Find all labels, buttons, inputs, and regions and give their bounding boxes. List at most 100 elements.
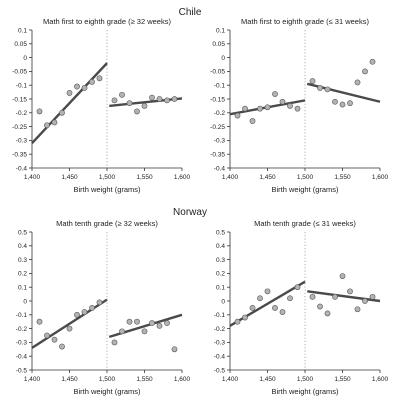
y-tick-label: -0.4 bbox=[16, 165, 28, 172]
y-tick-label: -0.2 bbox=[214, 326, 226, 333]
x-axis-label: Birth weight (grams) bbox=[271, 387, 339, 396]
y-tick-label: 0 bbox=[23, 298, 27, 305]
data-point bbox=[287, 295, 293, 302]
data-point bbox=[74, 83, 80, 90]
data-point bbox=[347, 100, 353, 107]
section-title-chile: Chile bbox=[179, 7, 202, 18]
chart-title: Math tenth grade (≥ 32 weeks) bbox=[56, 219, 158, 228]
y-tick-label: 0.5 bbox=[216, 229, 225, 236]
y-tick-label: -0.2 bbox=[214, 110, 226, 117]
y-tick-label: 0.3 bbox=[216, 257, 225, 264]
y-tick-label: 0 bbox=[221, 298, 225, 305]
y-tick-label: -0.4 bbox=[214, 354, 226, 361]
data-point bbox=[369, 293, 376, 300]
x-tick-label: 1,550 bbox=[334, 376, 351, 383]
y-tick-label: -0.4 bbox=[214, 165, 226, 172]
data-point bbox=[242, 314, 248, 321]
data-point bbox=[354, 306, 361, 313]
data-point bbox=[126, 100, 133, 107]
data-point bbox=[171, 346, 178, 353]
data-point bbox=[134, 108, 140, 115]
y-tick-label: -0.3 bbox=[16, 138, 28, 145]
panels: Math first to eighth grade (≥ 32 weeks) -… bbox=[12, 17, 388, 396]
data-point bbox=[347, 288, 353, 295]
data-point bbox=[149, 94, 155, 101]
x-tick-label: 1,550 bbox=[136, 174, 153, 181]
fit-line bbox=[229, 280, 306, 327]
data-point bbox=[119, 328, 125, 335]
data-point bbox=[234, 112, 241, 119]
data-point bbox=[272, 304, 278, 311]
y-tick-label: 0.4 bbox=[216, 243, 225, 250]
x-tick-label: 1,600 bbox=[372, 174, 389, 181]
data-point bbox=[149, 320, 155, 326]
x-tick-label: 1,400 bbox=[24, 376, 41, 383]
data-point bbox=[339, 273, 346, 280]
data-point bbox=[36, 108, 43, 115]
data-point bbox=[234, 318, 241, 325]
y-tick-label: -0.25 bbox=[210, 124, 225, 131]
data-point bbox=[317, 303, 323, 310]
y-tick-label: -0.5 bbox=[16, 367, 28, 374]
x-tick-label: 1,500 bbox=[99, 376, 116, 383]
data-point bbox=[51, 336, 58, 343]
data-point bbox=[324, 310, 331, 317]
x-tick-label: 1,450 bbox=[259, 376, 276, 383]
x-tick-label: 1,500 bbox=[99, 174, 116, 181]
data-point bbox=[66, 90, 73, 96]
y-tick-label: -0.3 bbox=[214, 340, 226, 347]
fit-line bbox=[307, 290, 381, 303]
y-tick-label: 0.4 bbox=[18, 243, 27, 250]
y-tick-label: -0.35 bbox=[210, 152, 225, 159]
data-point bbox=[242, 105, 248, 112]
data-point bbox=[249, 304, 256, 311]
x-tick-label: 1,500 bbox=[297, 376, 314, 383]
data-point bbox=[309, 78, 316, 84]
data-point bbox=[81, 309, 88, 315]
data-point bbox=[339, 101, 346, 108]
data-point bbox=[279, 98, 286, 105]
x-tick-label: 1,600 bbox=[174, 376, 191, 383]
y-tick-label: -0.3 bbox=[214, 138, 226, 145]
y-tick-label: 0.1 bbox=[216, 285, 225, 292]
data-point bbox=[294, 105, 301, 112]
data-point bbox=[119, 91, 125, 98]
data-point bbox=[362, 68, 368, 75]
y-tick-label: 0.05 bbox=[212, 41, 225, 48]
y-tick-label: -0.5 bbox=[214, 367, 226, 374]
y-tick-label: 0.2 bbox=[18, 271, 27, 278]
y-tick-label: 0 bbox=[221, 55, 225, 62]
data-point bbox=[74, 311, 80, 318]
data-point bbox=[362, 298, 368, 304]
data-point bbox=[369, 58, 376, 65]
data-point bbox=[44, 332, 50, 339]
data-point bbox=[96, 75, 103, 82]
data-point bbox=[96, 299, 103, 306]
data-point bbox=[81, 85, 88, 91]
x-axis-label: Birth weight (grams) bbox=[271, 185, 339, 194]
x-tick-label: 1,550 bbox=[136, 376, 153, 383]
data-point bbox=[287, 103, 293, 109]
y-tick-label: -0.05 bbox=[12, 69, 27, 76]
y-tick-label: -0.15 bbox=[12, 96, 27, 103]
fit-line bbox=[31, 298, 108, 349]
chart-panel-2: Math first to eighth grade (≤ 31 weeks) -… bbox=[210, 17, 388, 194]
data-point bbox=[111, 339, 118, 346]
y-tick-label: -0.2 bbox=[16, 326, 28, 333]
x-tick-label: 1,450 bbox=[259, 174, 276, 181]
x-tick-label: 1,400 bbox=[222, 376, 239, 383]
x-tick-label: 1,500 bbox=[297, 174, 314, 181]
y-tick-label: 0.2 bbox=[216, 271, 225, 278]
data-point bbox=[164, 97, 170, 104]
x-axis-label: Birth weight (grams) bbox=[73, 185, 141, 194]
y-tick-label: 0 bbox=[23, 55, 27, 62]
y-tick-label: -0.3 bbox=[16, 340, 28, 347]
data-point bbox=[141, 103, 148, 109]
data-point bbox=[156, 96, 163, 102]
x-tick-label: 1,400 bbox=[24, 174, 41, 181]
chart-panel-1: Math first to eighth grade (≥ 32 weeks) -… bbox=[12, 17, 190, 194]
data-point bbox=[317, 85, 323, 91]
data-point bbox=[134, 318, 140, 325]
chart-panel-3: Math tenth grade (≥ 32 weeks) -0.5 -0.4 -0.… bbox=[16, 219, 191, 396]
